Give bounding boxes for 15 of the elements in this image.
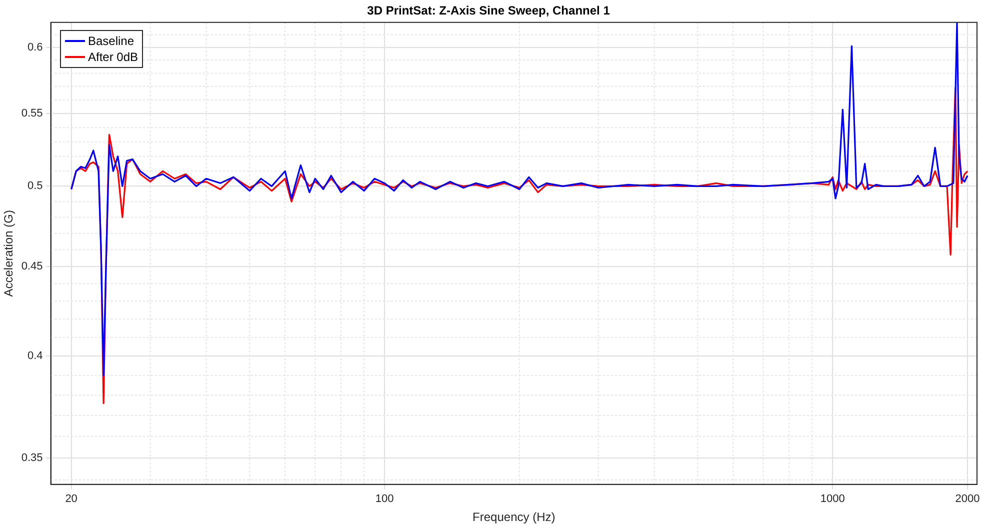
y-tick-label: 0.45 xyxy=(21,260,43,272)
y-tick-label: 0.35 xyxy=(21,452,43,464)
y-tick-label: 0.5 xyxy=(28,180,43,192)
x-axis-title: Frequency (Hz) xyxy=(472,510,556,524)
y-axis-title: Acceleration (G) xyxy=(2,210,16,297)
chart-title: 3D PrintSat: Z-Axis Sine Sweep, Channel 1 xyxy=(367,4,610,18)
y-tick-label: 0.6 xyxy=(28,41,43,54)
x-tick-label: 100 xyxy=(375,493,394,506)
y-tick-label: 0.55 xyxy=(21,108,43,120)
x-tick-label: 1000 xyxy=(820,493,845,506)
legend-label: After 0dB xyxy=(88,49,138,65)
x-tick-label: 2000 xyxy=(955,493,980,506)
legend-label: Baseline xyxy=(88,33,134,49)
y-tick-label: 0.4 xyxy=(28,350,43,362)
x-tick-label: 20 xyxy=(65,493,78,506)
